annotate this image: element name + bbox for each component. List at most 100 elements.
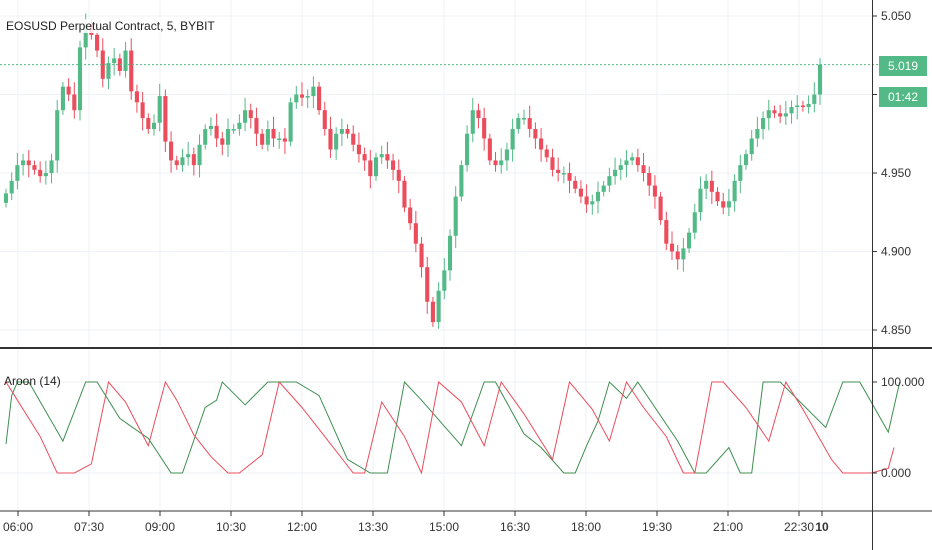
candle-body: [362, 154, 367, 161]
candle-body: [539, 138, 544, 150]
candle-body: [123, 50, 128, 71]
candle-body: [510, 129, 515, 150]
candle-body: [453, 196, 458, 236]
candle-body: [584, 196, 589, 205]
last-price-tag: 5.019: [879, 56, 927, 76]
candle-body: [493, 160, 498, 166]
candle-body: [721, 201, 726, 208]
candle-body: [100, 50, 105, 79]
candle-body: [544, 149, 549, 158]
candle-body: [766, 110, 771, 119]
candle-body: [43, 173, 48, 177]
candle-body: [652, 185, 657, 197]
candle-body: [675, 251, 680, 260]
candle-body: [413, 223, 418, 244]
candle-body: [248, 110, 253, 119]
y-tick-label: 4.850: [881, 323, 911, 337]
candle-body: [732, 180, 737, 202]
candle-body: [83, 23, 88, 48]
y-tick-label: 4.900: [881, 245, 911, 259]
candle-body: [32, 165, 37, 170]
candle-body: [163, 96, 168, 142]
x-tick-label: 09:00: [145, 520, 175, 534]
candle-body: [692, 212, 697, 233]
candle-body: [595, 191, 601, 202]
candle-body: [197, 144, 202, 166]
candle-body: [345, 129, 350, 134]
candle-body: [658, 196, 663, 221]
candle-body: [556, 169, 561, 173]
candle-body: [425, 267, 430, 302]
y-tick-label: 5.050: [881, 9, 911, 23]
candle-body: [567, 173, 572, 181]
aroon-down-line: [5, 380, 895, 475]
candle-body: [294, 94, 299, 103]
candle-body: [106, 63, 111, 79]
candle-body: [9, 180, 14, 194]
candle-body: [442, 270, 447, 291]
candle-body: [709, 180, 714, 192]
candle-body: [385, 154, 390, 161]
candle-body: [447, 235, 453, 271]
candle-body: [817, 64, 823, 95]
candle-body: [743, 154, 749, 166]
candle-body: [561, 173, 566, 175]
candle-body: [169, 141, 174, 161]
candle-body: [95, 34, 100, 51]
y-tick-label: 0.000: [881, 466, 911, 480]
candle-body: [476, 110, 481, 119]
candle-body: [174, 160, 179, 166]
candle-body: [305, 96, 310, 98]
candle-body: [408, 207, 413, 224]
candle-body: [578, 188, 583, 197]
candle-body: [60, 86, 65, 111]
candle-body: [402, 180, 407, 208]
y-tick-label: 4.950: [881, 166, 911, 180]
candle-body: [317, 86, 322, 111]
candle-body: [487, 138, 492, 161]
candle-body: [573, 180, 578, 189]
chart-title: EOSUSD Perpetual Contract, 5, BYBIT: [4, 19, 217, 33]
candle-body: [669, 243, 675, 252]
candle-body: [368, 160, 373, 177]
x-tick-label: 18:00: [571, 520, 601, 534]
candle-body: [800, 105, 805, 108]
candle-body: [129, 50, 134, 92]
x-tick-label: 12:00: [287, 520, 317, 534]
candle-body: [237, 122, 242, 130]
candle-body: [590, 201, 595, 205]
candle-body: [220, 138, 225, 145]
candle-body: [755, 129, 760, 139]
candle-body: [772, 110, 777, 114]
x-tick-label: 22:30: [784, 520, 814, 534]
candle-body: [783, 113, 788, 117]
candle-body: [419, 243, 424, 268]
candle-body: [180, 157, 185, 166]
x-tick-label: 10:30: [216, 520, 246, 534]
candle-body: [186, 154, 191, 158]
x-tick-label: 07:30: [74, 520, 104, 534]
candle-body: [351, 133, 356, 145]
candle-body: [356, 144, 361, 155]
candle-body: [601, 185, 606, 192]
candle-body: [117, 58, 122, 71]
candle-body: [647, 173, 652, 186]
candle-body: [618, 165, 623, 170]
candle-body: [613, 169, 618, 177]
candle-body: [26, 160, 31, 166]
candle-body: [630, 157, 635, 161]
candle-body: [664, 220, 669, 244]
x-tick-label: 15:00: [429, 520, 459, 534]
candle-body: [396, 169, 401, 181]
candle-body: [550, 157, 555, 170]
candle-body: [191, 154, 196, 166]
candle-body: [311, 86, 316, 97]
candle-body: [391, 160, 396, 170]
candle-body: [607, 176, 612, 186]
candle-body: [151, 122, 157, 130]
indicator-title: Aroon (14): [4, 374, 61, 388]
candle-body: [516, 118, 521, 130]
candle-body: [373, 157, 379, 177]
candle-body: [738, 165, 743, 181]
